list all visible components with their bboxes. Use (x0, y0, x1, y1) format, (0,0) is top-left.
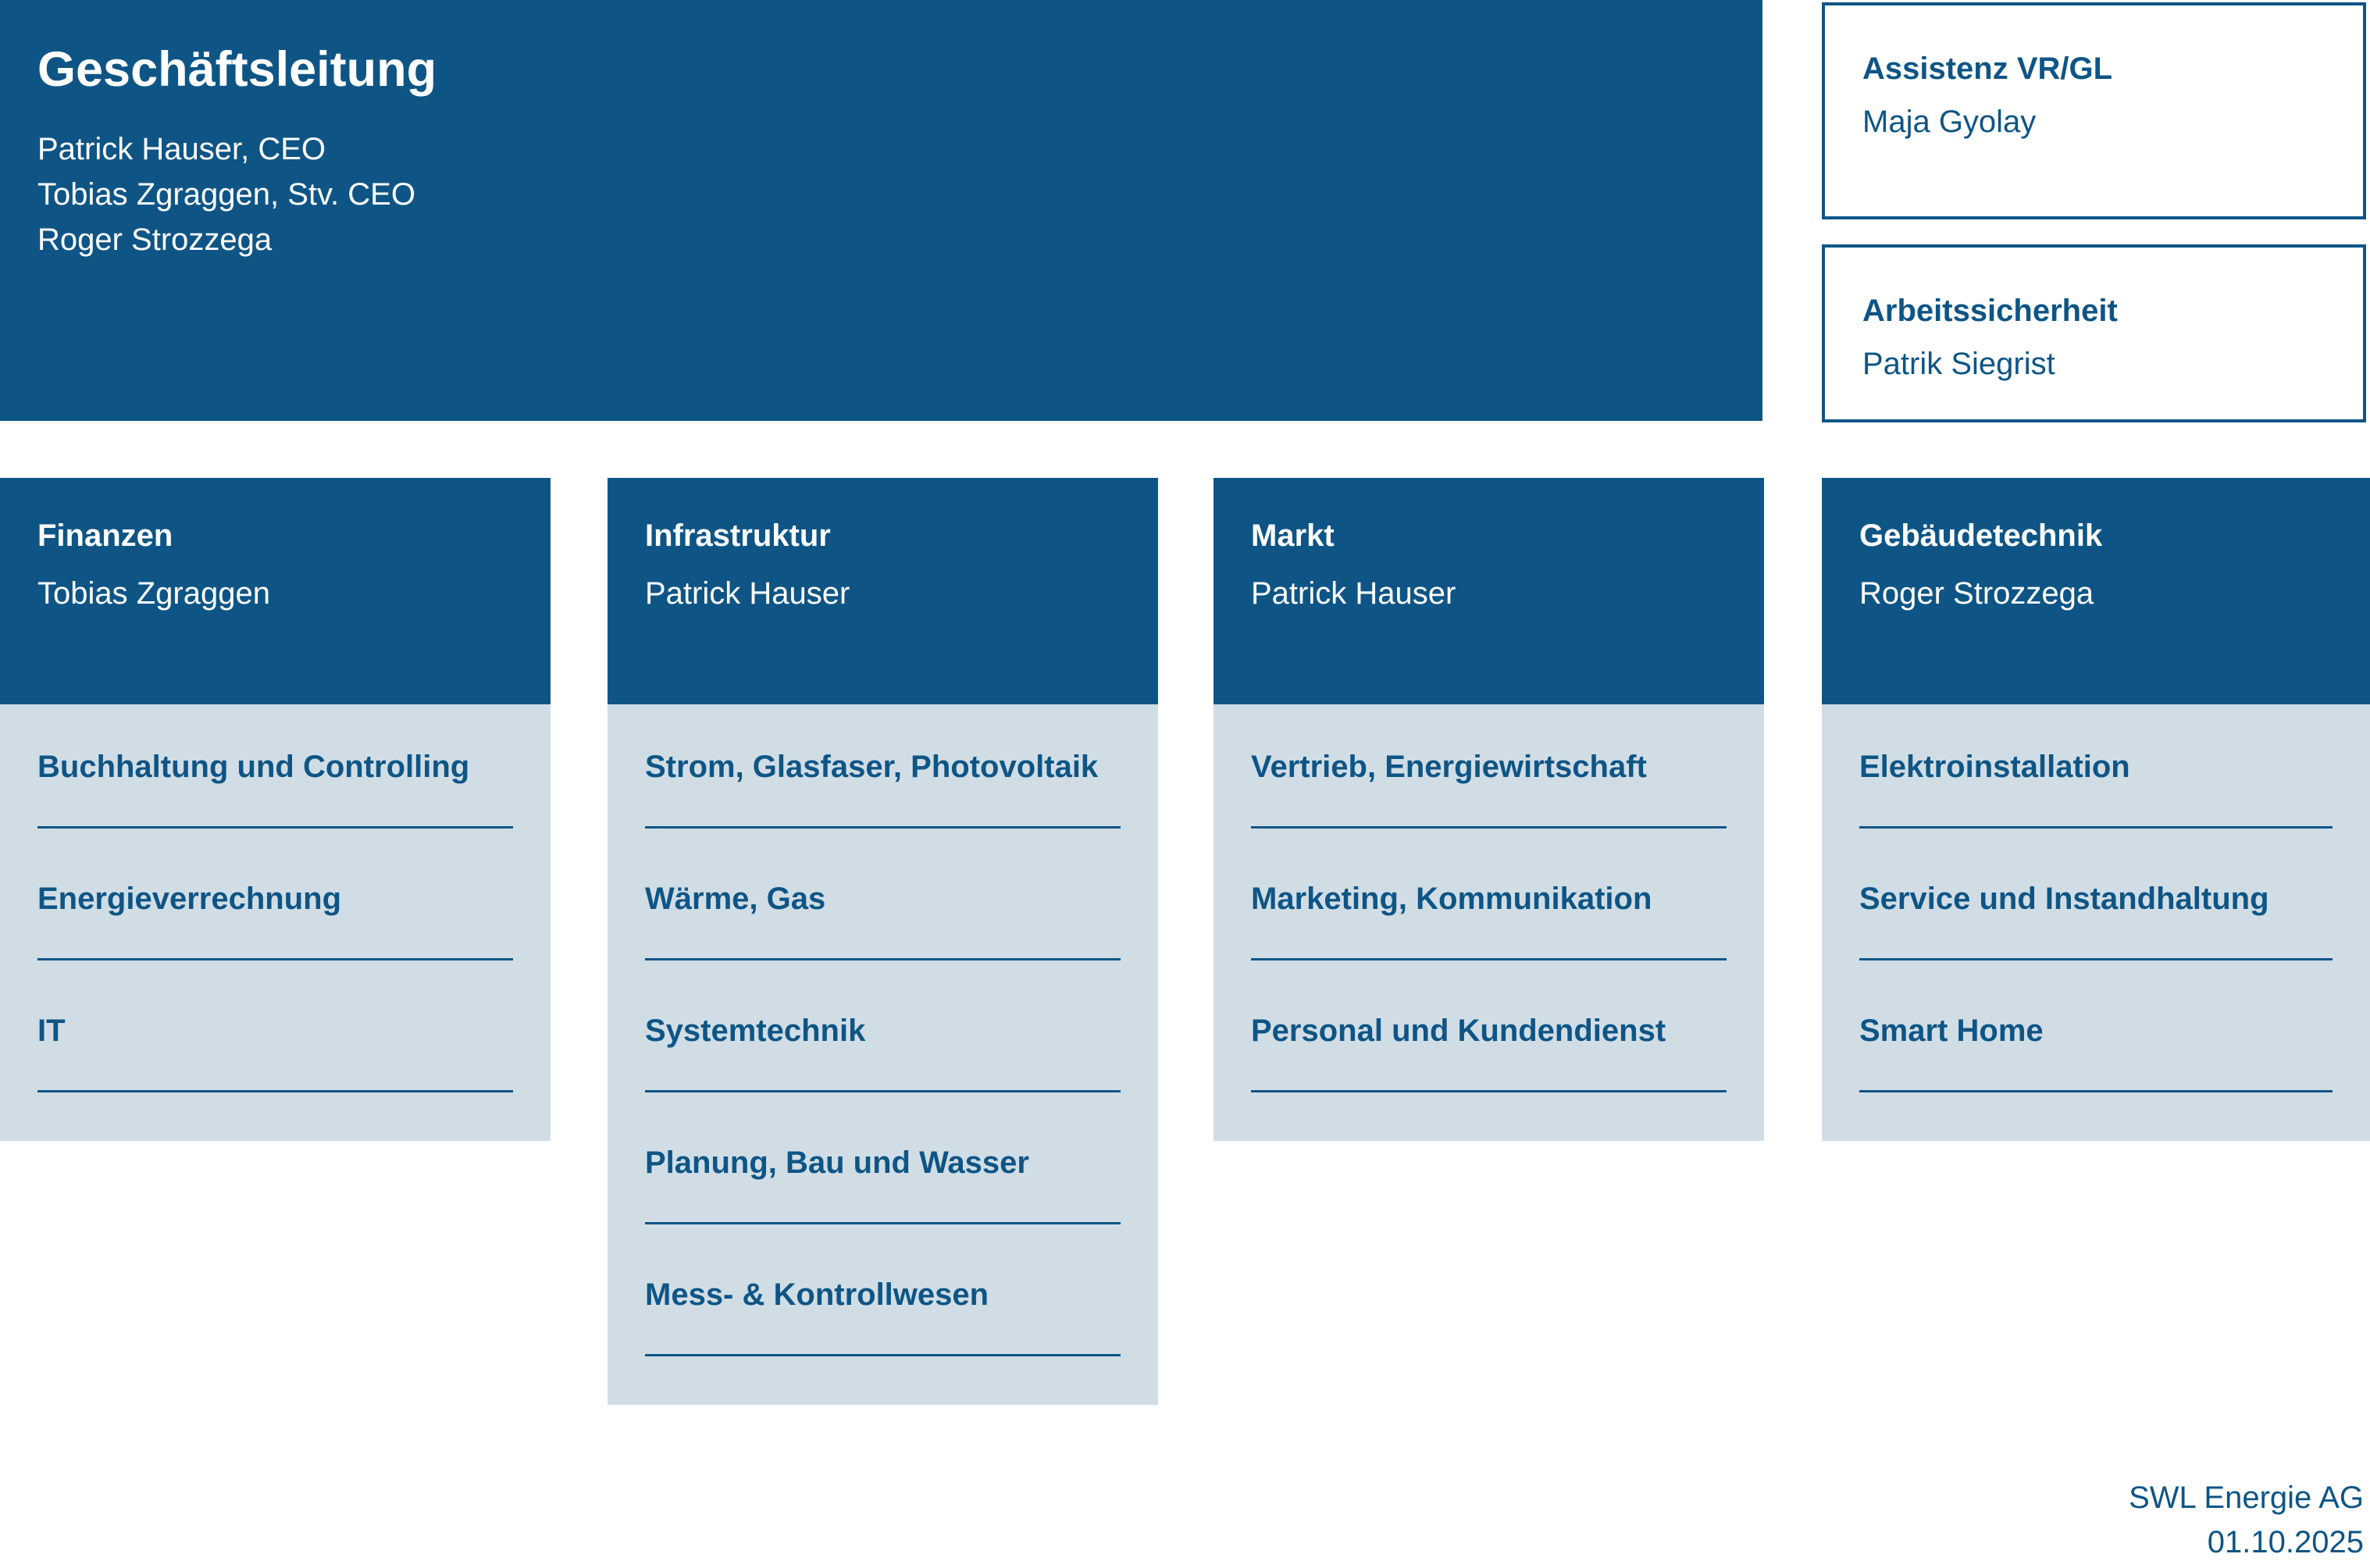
unit-item: Marketing, Kommunikation (1251, 875, 1727, 960)
unit-underline (1859, 1090, 2333, 1092)
unit-label: Buchhaltung und Controlling (37, 750, 470, 784)
unit-label: Planung, Bau und Wasser (645, 1146, 1029, 1180)
unit-label: Wärme, Gas (645, 882, 826, 916)
footer-date: 01.10.2025 (2207, 1525, 2364, 1559)
unit-item: Energieverrechnung (37, 875, 513, 960)
unit-underline (645, 958, 1121, 960)
department-unit-list: Strom, Glasfaser, Photovoltaik Wärme, Ga… (608, 704, 1158, 1405)
department-header: Gebäudetechnik Roger Strozzega (1822, 478, 2370, 704)
department-lead: Tobias Zgraggen (37, 576, 270, 611)
unit-underline (1859, 958, 2333, 960)
unit-item: Systemtechnik (645, 1007, 1121, 1092)
unit-item: Buchhaltung und Controlling (37, 743, 513, 829)
unit-underline (1251, 1090, 1727, 1092)
staff-box-arbeitssicherheit: Arbeitssicherheit Patrik Siegrist (1822, 244, 2366, 422)
unit-label: Mess- & Kontrollwesen (645, 1278, 989, 1312)
staff-box-title: Arbeitssicherheit (1862, 294, 2118, 328)
unit-item: Elektroinstallation (1859, 743, 2333, 829)
unit-item: Vertrieb, Energiewirtschaft (1251, 743, 1727, 829)
staff-box-person: Patrik Siegrist (1862, 347, 2055, 381)
executive-members: Patrick Hauser, CEO Tobias Zgraggen, Stv… (37, 127, 1725, 262)
department-header: Markt Patrick Hauser (1214, 478, 1764, 704)
unit-item: Planung, Bau und Wasser (645, 1139, 1121, 1224)
department-unit-list: Buchhaltung und Controlling Energieverre… (0, 704, 551, 1141)
department-title: Markt (1251, 519, 1335, 553)
unit-underline (37, 826, 513, 829)
unit-underline (645, 1354, 1121, 1356)
executive-board-title: Geschäftsleitung (37, 42, 437, 97)
department-column-finanzen: Finanzen Tobias Zgraggen Buchhaltung und… (0, 478, 551, 1141)
unit-item: Strom, Glasfaser, Photovoltaik (645, 743, 1121, 829)
executive-board-box: Geschäftsleitung Patrick Hauser, CEO Tob… (0, 0, 1762, 421)
department-title: Gebäudetechnik (1859, 519, 2103, 553)
unit-item: Mess- & Kontrollwesen (645, 1271, 1121, 1356)
executive-member: Patrick Hauser, CEO (37, 132, 326, 166)
unit-underline (37, 958, 513, 960)
unit-item: Personal und Kundendienst (1251, 1007, 1727, 1092)
unit-label: Energieverrechnung (37, 882, 342, 916)
executive-member: Tobias Zgraggen, Stv. CEO (37, 177, 415, 212)
unit-label: Service und Instandhaltung (1859, 882, 2269, 916)
staff-box-person: Maja Gyolay (1862, 105, 2037, 139)
unit-underline (1251, 826, 1727, 829)
unit-label: Elektroinstallation (1859, 750, 2130, 784)
unit-item: Wärme, Gas (645, 875, 1121, 960)
unit-underline (645, 1222, 1121, 1224)
unit-item: Smart Home (1859, 1007, 2333, 1092)
unit-underline (37, 1090, 513, 1092)
department-header: Infrastruktur Patrick Hauser (608, 478, 1158, 704)
department-lead: Patrick Hauser (1251, 576, 1456, 611)
department-title: Finanzen (37, 519, 173, 553)
unit-item: Service und Instandhaltung (1859, 875, 2333, 960)
footer-company: SWL Energie AG (2129, 1481, 2364, 1515)
unit-label: Marketing, Kommunikation (1251, 882, 1652, 916)
unit-label: IT (37, 1014, 66, 1048)
unit-label: Smart Home (1859, 1014, 2044, 1048)
staff-box-title: Assistenz VR/GL (1862, 52, 2113, 86)
department-column-markt: Markt Patrick Hauser Vertrieb, Energiewi… (1214, 478, 1764, 1141)
unit-underline (645, 826, 1121, 829)
department-title: Infrastruktur (645, 519, 831, 553)
unit-item: IT (37, 1007, 513, 1092)
unit-label: Vertrieb, Energiewirtschaft (1251, 750, 1647, 784)
unit-label: Strom, Glasfaser, Photovoltaik (645, 750, 1099, 784)
department-lead: Roger Strozzega (1859, 576, 2094, 611)
unit-label: Personal und Kundendienst (1251, 1014, 1666, 1048)
unit-label: Systemtechnik (645, 1014, 866, 1048)
department-lead: Patrick Hauser (645, 576, 850, 611)
staff-box-assistenz: Assistenz VR/GL Maja Gyolay (1822, 2, 2366, 219)
footer: SWL Energie AG 01.10.2025 (2129, 1476, 2364, 1565)
executive-member: Roger Strozzega (37, 223, 273, 257)
department-header: Finanzen Tobias Zgraggen (0, 478, 551, 704)
department-column-gebaeudetechnik: Gebäudetechnik Roger Strozzega Elektroin… (1822, 478, 2370, 1141)
department-column-infrastruktur: Infrastruktur Patrick Hauser Strom, Glas… (608, 478, 1158, 1405)
unit-underline (1251, 958, 1727, 960)
department-unit-list: Elektroinstallation Service und Instandh… (1822, 704, 2370, 1141)
unit-underline (1859, 826, 2333, 829)
unit-underline (645, 1090, 1121, 1092)
department-unit-list: Vertrieb, Energiewirtschaft Marketing, K… (1214, 704, 1764, 1141)
